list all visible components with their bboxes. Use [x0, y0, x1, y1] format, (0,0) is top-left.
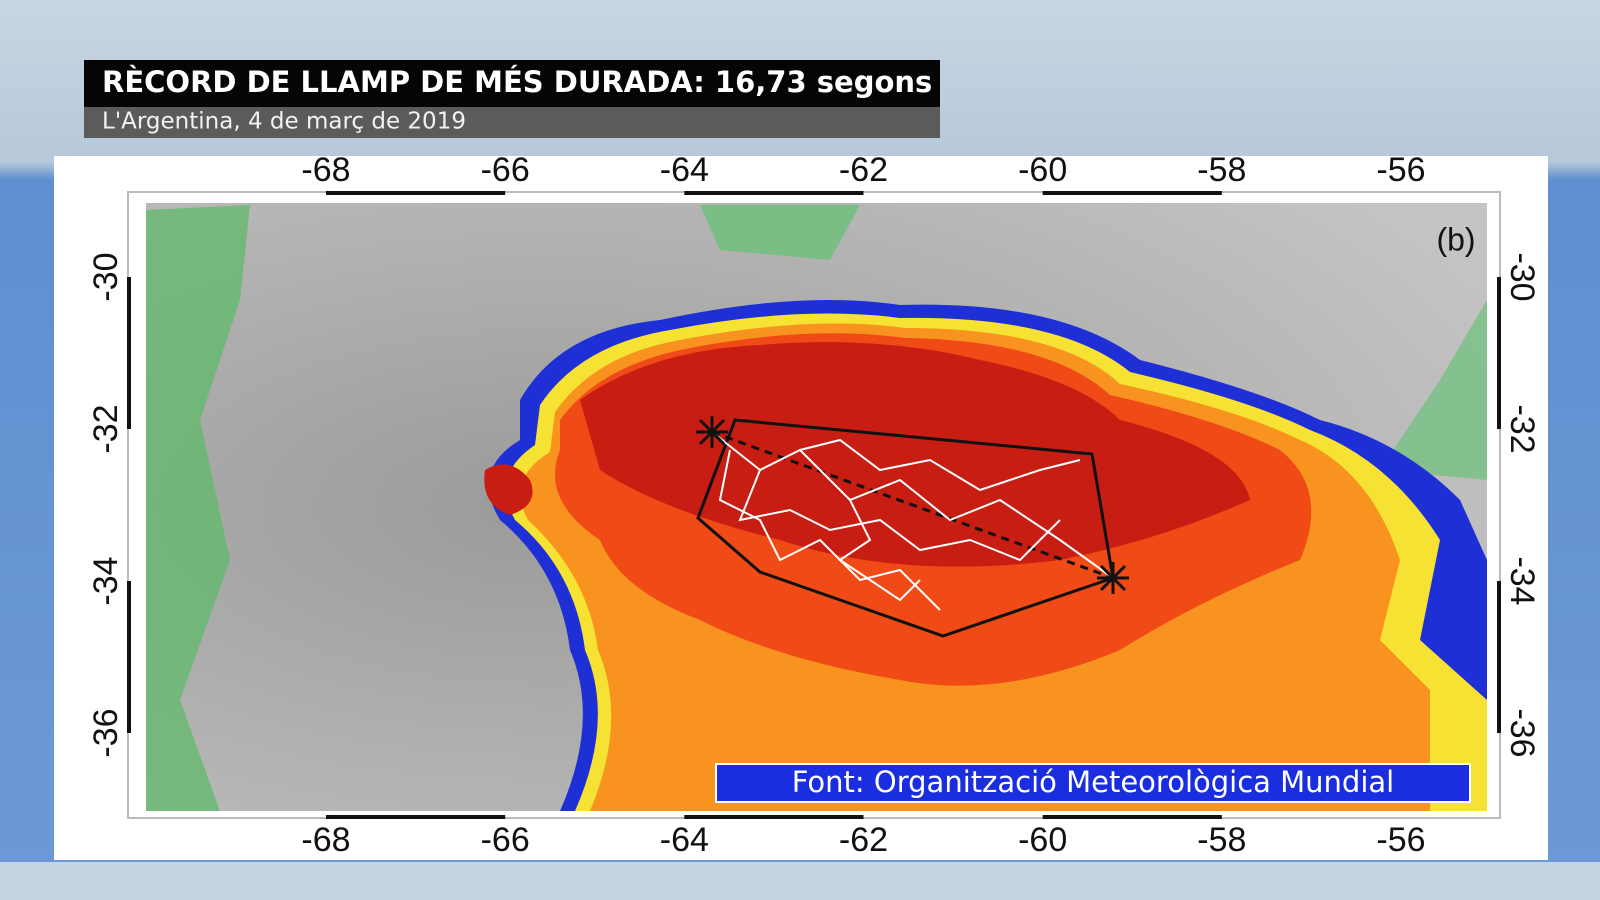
- lat-tick-label: -32: [1503, 404, 1541, 453]
- lon-tick-label: -56: [1376, 821, 1425, 859]
- lat-tick-label: -30: [1503, 252, 1541, 301]
- lon-tick-label: -60: [1018, 821, 1067, 859]
- lon-tick-label: -68: [301, 821, 350, 859]
- lon-tick-label: -62: [839, 821, 888, 859]
- cloud-green: [1380, 300, 1487, 480]
- lat-tick-label: -34: [87, 556, 125, 605]
- panel-label: (b): [1436, 221, 1475, 257]
- lon-tick-label: -64: [660, 151, 709, 189]
- subtitle-box: [84, 107, 940, 138]
- source: Font: Organització Meteorològica Mundial: [792, 765, 1394, 799]
- cloud-green: [700, 205, 860, 260]
- lon-tick-label: -66: [481, 151, 530, 189]
- flash-extent: [696, 418, 1115, 638]
- lat-tick-label: -32: [87, 404, 125, 453]
- title-box: [84, 60, 940, 107]
- lon-tick-label: -68: [301, 151, 350, 189]
- end-marker: [1097, 562, 1129, 594]
- source-box: [715, 763, 1471, 803]
- lightning-channels: [711, 431, 1114, 611]
- lat-tick-label: -30: [87, 252, 125, 301]
- lat-tick-label: -36: [87, 708, 125, 757]
- lon-tick-label: -58: [1197, 821, 1246, 859]
- lon-tick-label: -66: [481, 821, 530, 859]
- lon-tick-label: -60: [1018, 151, 1067, 189]
- lon-tick-label: -58: [1197, 151, 1246, 189]
- storm-core: [580, 342, 1250, 567]
- lon-tick-label: -56: [1376, 151, 1425, 189]
- cloud-green: [146, 205, 250, 811]
- flash-length: [711, 430, 1114, 580]
- title: RÈCORD DE LLAMP DE MÉS DURADA: 16,73 seg…: [102, 65, 932, 99]
- lon-tick-label: -64: [660, 821, 709, 859]
- subtitle: L'Argentina, 4 de març de 2019: [102, 109, 466, 135]
- storm-core: [484, 464, 533, 515]
- lat-tick-label: -36: [1503, 708, 1541, 757]
- lat-tick-label: -34: [1503, 556, 1541, 605]
- satellite-image: [146, 203, 1487, 811]
- start-marker: [696, 416, 728, 448]
- lon-tick-label: -62: [839, 151, 888, 189]
- bottom-band: [0, 862, 1600, 900]
